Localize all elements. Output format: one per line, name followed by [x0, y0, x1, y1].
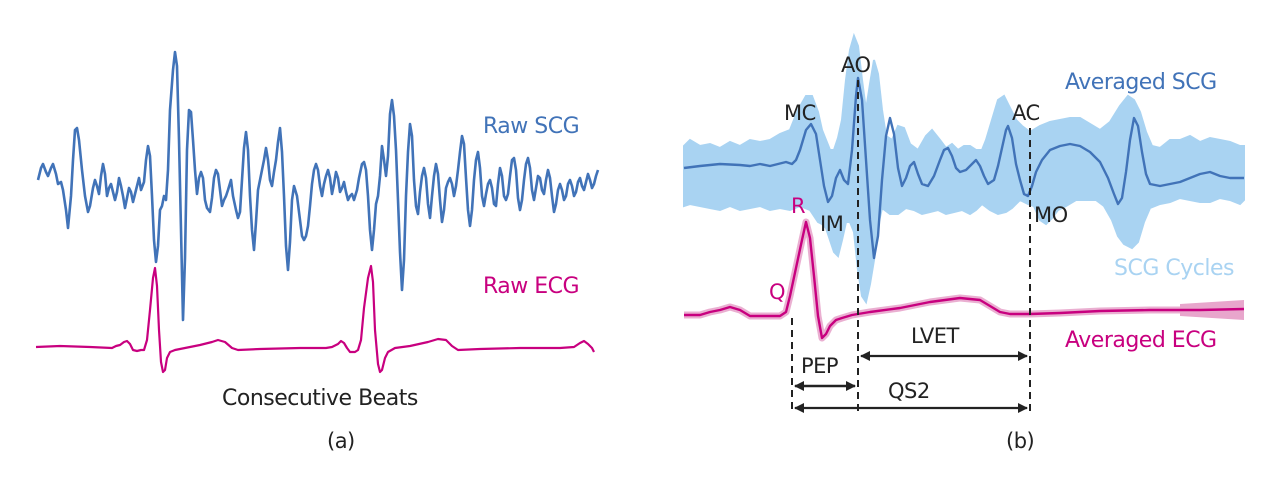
raw-ecg-trace — [35, 264, 595, 374]
mc-point-label: MC — [784, 101, 816, 125]
q-point-label: Q — [769, 280, 786, 304]
raw-scg-label: Raw SCG — [483, 114, 580, 139]
lvet-label: LVET — [911, 324, 959, 348]
raw-scg-trace — [36, 50, 600, 322]
x-axis-label: Consecutive Beats — [222, 386, 418, 411]
qs2-label: QS2 — [888, 379, 930, 403]
scg-cycles-band — [683, 32, 1245, 305]
panel-a-caption: (a) — [327, 429, 355, 453]
ac-point-label: AC — [1012, 101, 1040, 125]
panel-b-caption: (b) — [1006, 429, 1035, 453]
averaged-scg-trace — [683, 76, 1244, 260]
scg-cycles-label: SCG Cycles — [1114, 256, 1234, 281]
r-point-label: R — [791, 194, 806, 218]
ao-point-label: AO — [841, 53, 871, 77]
averaged-scg-label: Averaged SCG — [1065, 70, 1217, 95]
averaged-ecg-trace — [684, 220, 1245, 340]
raw-ecg-label: Raw ECG — [483, 274, 580, 299]
im-point-label: IM — [820, 212, 844, 236]
mo-point-label: MO — [1034, 203, 1068, 227]
averaged-ecg-label: Averaged ECG — [1065, 328, 1217, 353]
pep-label: PEP — [801, 354, 839, 378]
